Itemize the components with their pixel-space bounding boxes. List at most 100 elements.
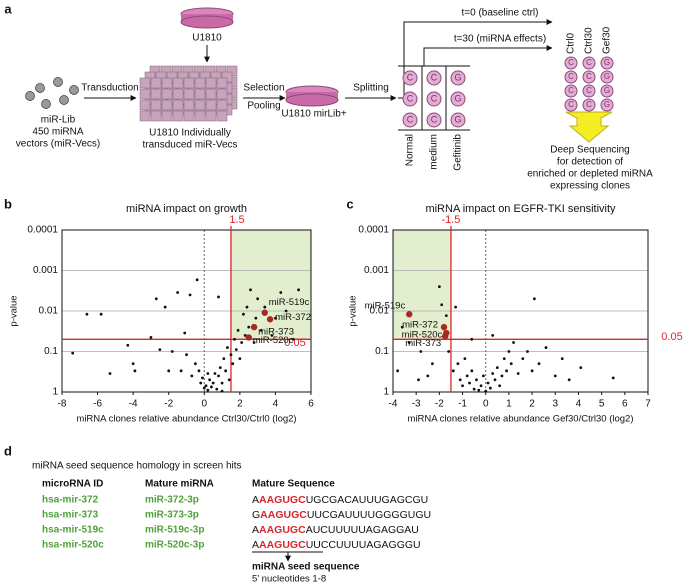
- point: [224, 369, 228, 373]
- point: [611, 376, 615, 380]
- point: [195, 278, 199, 282]
- label: G: [604, 86, 610, 95]
- point: [254, 316, 258, 320]
- plate-well: [161, 77, 173, 89]
- vector: [59, 95, 69, 105]
- point: [167, 369, 171, 373]
- point: [521, 357, 525, 361]
- point: [484, 389, 488, 393]
- tube: [600, 98, 614, 112]
- point: [451, 369, 455, 373]
- tube: [600, 84, 614, 98]
- sequence-part: UUCCUUUUAGAGGGU: [306, 539, 421, 551]
- sequence-part: UGCGACAUUUGAGCGU: [306, 494, 429, 506]
- sequence: AAAGUGCUUCCUUUUAGAGGGU: [252, 539, 421, 551]
- x-axis-label: miRNA clones relative abundance Ctrl30/C…: [76, 414, 296, 425]
- y-tick-label: 0.01: [370, 306, 390, 317]
- y-axis-label: p-value: [348, 295, 359, 326]
- point: [242, 312, 245, 316]
- label: Pooling: [247, 101, 280, 112]
- x-tick-label: 6: [308, 399, 314, 410]
- label: C: [586, 58, 592, 67]
- x-tick-label: -3: [412, 399, 421, 410]
- point: [396, 369, 400, 373]
- label: microRNA ID: [42, 479, 103, 490]
- label: G: [454, 114, 461, 124]
- point: [419, 350, 423, 353]
- label: Ctrl30: [584, 27, 595, 54]
- label: hsa-mir-373: [42, 510, 99, 521]
- highlight-point: [245, 334, 252, 341]
- sequence: AAAGUGCAUCUUUUUAGAGGAU: [252, 524, 419, 536]
- point: [426, 374, 430, 378]
- tube: [600, 56, 614, 70]
- y-tick-label: 0.01: [39, 306, 59, 317]
- point: [475, 378, 478, 382]
- y-tick-label: 0.0001: [27, 225, 58, 236]
- point: [215, 387, 219, 391]
- label: C: [586, 72, 592, 81]
- tube: [582, 98, 596, 112]
- point: [486, 381, 490, 385]
- point: [259, 328, 263, 332]
- sequence-part: AAGUGC: [260, 509, 307, 521]
- plate-well: [183, 99, 195, 111]
- label: C: [431, 93, 438, 103]
- plate-well: [150, 99, 162, 111]
- plate-well: [172, 77, 184, 89]
- point: [468, 381, 471, 385]
- plate-well: [139, 110, 151, 122]
- label: Mature miRNA: [145, 479, 214, 490]
- x-tick-label: 3: [552, 399, 558, 410]
- sequence-part: A: [252, 524, 259, 536]
- tube: [402, 70, 418, 86]
- plate-well: [205, 99, 217, 111]
- plate-well: [194, 88, 206, 100]
- point: [256, 297, 260, 301]
- point: [456, 362, 460, 366]
- point: [188, 293, 192, 297]
- label: transduced miR-Vecs: [142, 140, 237, 151]
- label: C: [407, 72, 414, 82]
- point: [99, 312, 103, 316]
- label: U1810: [192, 33, 222, 44]
- plate-well: [216, 77, 228, 89]
- label: miRNA seed sequence: [252, 562, 360, 573]
- point: [204, 384, 208, 388]
- label: Gefitinib: [453, 134, 464, 171]
- label: expressing clones: [550, 181, 630, 192]
- plate-well: [161, 99, 173, 111]
- point: [463, 357, 467, 361]
- label: C: [586, 86, 592, 95]
- vector: [35, 83, 45, 93]
- plate-well: [150, 77, 162, 89]
- point: [567, 378, 571, 382]
- point-label: miR-520c: [402, 330, 443, 341]
- label: miR-372-3p: [145, 495, 199, 506]
- tube: [600, 70, 614, 84]
- plate-well: [139, 77, 151, 89]
- point: [470, 369, 474, 373]
- sequence: AAAGUGCUGCGACAUUUGAGCGU: [252, 494, 428, 506]
- tube: [402, 91, 418, 107]
- point: [227, 378, 231, 382]
- label: miR-520c-3p: [145, 540, 204, 551]
- point: [206, 372, 210, 375]
- point: [465, 374, 469, 378]
- label: G: [604, 72, 610, 81]
- label: G: [604, 100, 610, 109]
- plate-well: [172, 110, 184, 122]
- x-tick-label: -6: [93, 399, 102, 410]
- significance-region: [230, 230, 311, 340]
- point: [170, 350, 174, 353]
- tube: [426, 91, 442, 107]
- plate-well: [183, 110, 195, 122]
- vector: [69, 85, 79, 95]
- point: [249, 288, 252, 292]
- plate-well: [183, 77, 195, 89]
- label: b: [4, 196, 12, 211]
- label: Selection: [243, 83, 284, 94]
- point: [444, 314, 448, 318]
- point: [279, 291, 283, 294]
